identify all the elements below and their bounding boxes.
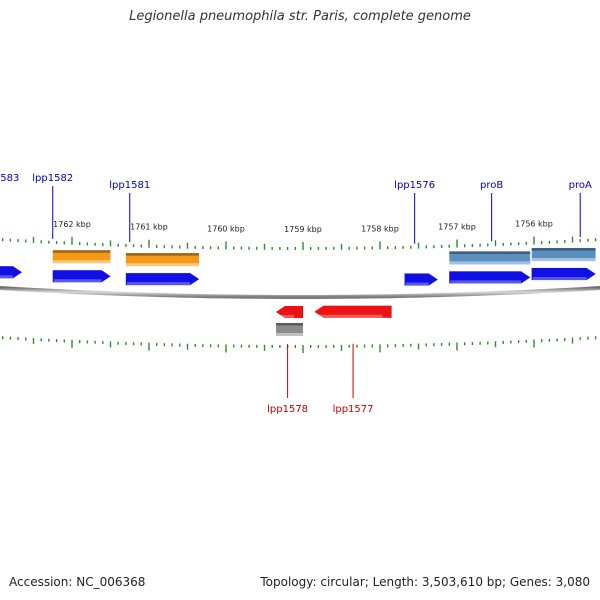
- tick-label-1761: 1761 kbp: [130, 223, 168, 232]
- label-lpp1576: lpp1576: [394, 180, 435, 244]
- gene-proa: [531, 267, 597, 281]
- tick-label-1762: 1762 kbp: [53, 220, 91, 229]
- steel-feature-6: [531, 248, 596, 262]
- tick-label-1760: 1760 kbp: [207, 224, 245, 233]
- genome-summary: Topology: circular; Length: 3,503,610 bp…: [260, 575, 590, 589]
- steel-feature-5: [449, 251, 531, 265]
- tick-label-1756: 1756 kbp: [515, 220, 553, 229]
- label-text-prob: proB: [480, 180, 503, 191]
- tick-label-1759: 1759 kbp: [284, 225, 322, 234]
- label-prob: proB: [480, 180, 503, 242]
- gene-lpp1578: [275, 305, 304, 319]
- label-text-lpp1576: lpp1576: [394, 180, 435, 191]
- orange-feature-2: [52, 250, 111, 264]
- map-title: Legionella pneumophila str. Paris, compl…: [129, 9, 471, 24]
- label-lpp1583: lpp1583: [0, 173, 19, 184]
- label-text-lpp1581: lpp1581: [109, 180, 150, 191]
- label-lpp1578: lpp1578: [267, 343, 308, 415]
- label-text-lpp1578: lpp1578: [267, 404, 308, 415]
- gene-lpp1576: [404, 273, 439, 286]
- gene-lpp1583: [0, 265, 23, 279]
- label-text-lpp1577: lpp1577: [333, 404, 374, 415]
- tick-label-1758: 1758 kbp: [361, 224, 399, 233]
- gene-layer: [0, 265, 597, 319]
- label-lpp1582: lpp1582: [32, 173, 73, 239]
- tick-layer: 1762 kbp 1761 kbp 1760 kbp 1759 kbp 1758 kbp…: [1, 220, 597, 353]
- orange-feature-3: [125, 253, 200, 267]
- label-layer: lpp1583 lpp1582 lpp1581 lpp1576 proB proA lpp1…: [0, 173, 592, 415]
- label-proa: proA: [569, 180, 592, 238]
- gene-lpp1577: [314, 305, 392, 319]
- label-lpp1581: lpp1581: [109, 180, 150, 243]
- label-lpp1577: lpp1577: [333, 343, 374, 415]
- gene-lpp1582: [52, 269, 112, 283]
- gray-feature-4: [276, 322, 303, 336]
- tick-label-1757: 1757 kbp: [438, 223, 476, 232]
- gene-lpp1581: [125, 272, 200, 286]
- label-text-proa: proA: [569, 180, 592, 191]
- feature-layer: [52, 248, 596, 336]
- label-text-lpp1582: lpp1582: [32, 173, 73, 184]
- label-text-lpp1583: lpp1583: [0, 173, 19, 184]
- accession-text: Accession: NC_006368: [9, 575, 146, 589]
- genome-backbone: [0, 285, 600, 299]
- gene-prob: [448, 271, 531, 284]
